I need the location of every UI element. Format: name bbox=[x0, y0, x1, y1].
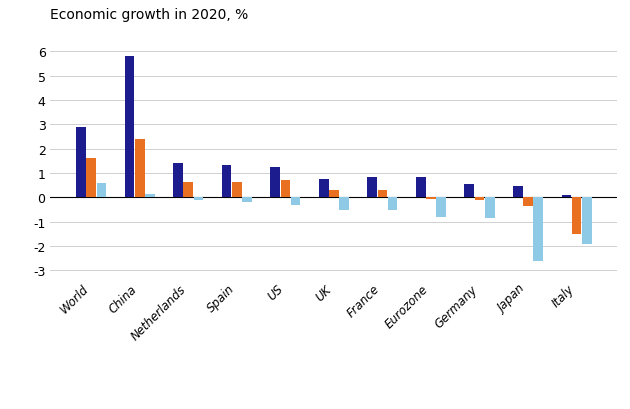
Bar bbox=[464, 184, 474, 198]
Text: Economic growth in 2020, %: Economic growth in 2020, % bbox=[50, 8, 249, 22]
Bar bbox=[270, 168, 280, 198]
Bar bbox=[76, 128, 86, 198]
Bar bbox=[485, 198, 495, 218]
Bar bbox=[193, 198, 203, 200]
Bar bbox=[222, 165, 231, 198]
Bar bbox=[319, 180, 329, 198]
Bar bbox=[377, 191, 387, 198]
Bar bbox=[513, 187, 523, 198]
Bar bbox=[416, 177, 426, 198]
Bar bbox=[388, 198, 398, 210]
Bar bbox=[135, 139, 145, 198]
Bar bbox=[534, 198, 543, 261]
Bar bbox=[173, 164, 183, 198]
Bar bbox=[232, 182, 242, 198]
Bar bbox=[183, 182, 193, 198]
Bar bbox=[582, 198, 592, 244]
Bar bbox=[329, 191, 339, 198]
Bar bbox=[426, 198, 436, 199]
Bar bbox=[242, 198, 252, 203]
Bar bbox=[437, 198, 446, 217]
Bar bbox=[125, 57, 134, 198]
Bar bbox=[290, 198, 301, 205]
Bar bbox=[145, 194, 155, 198]
Bar bbox=[523, 198, 533, 207]
Bar bbox=[96, 183, 106, 198]
Bar bbox=[561, 196, 571, 198]
Bar bbox=[339, 198, 349, 210]
Bar bbox=[280, 181, 290, 198]
Bar bbox=[86, 159, 96, 198]
Bar bbox=[572, 198, 581, 234]
Bar bbox=[367, 177, 377, 198]
Bar bbox=[474, 198, 484, 200]
